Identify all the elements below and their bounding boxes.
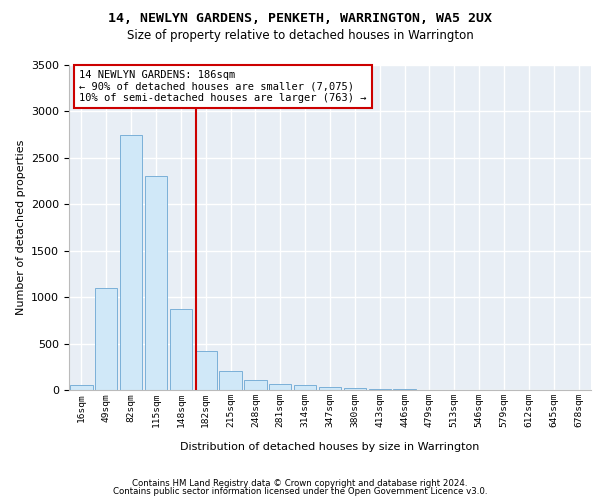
Text: Size of property relative to detached houses in Warrington: Size of property relative to detached ho…	[127, 29, 473, 42]
Y-axis label: Number of detached properties: Number of detached properties	[16, 140, 26, 315]
Bar	[170, 309, 192, 390]
Bar	[344, 388, 366, 390]
Text: Distribution of detached houses by size in Warrington: Distribution of detached houses by size …	[181, 442, 479, 452]
Bar	[95, 288, 118, 390]
Bar	[294, 386, 316, 390]
Bar	[70, 385, 92, 390]
Bar	[194, 351, 217, 390]
Text: Contains HM Land Registry data © Crown copyright and database right 2024.: Contains HM Land Registry data © Crown c…	[132, 478, 468, 488]
Bar	[368, 389, 391, 390]
Bar	[145, 176, 167, 390]
Bar	[220, 372, 242, 390]
Text: 14 NEWLYN GARDENS: 186sqm
← 90% of detached houses are smaller (7,075)
10% of se: 14 NEWLYN GARDENS: 186sqm ← 90% of detac…	[79, 70, 367, 103]
Bar	[244, 380, 266, 390]
Text: 14, NEWLYN GARDENS, PENKETH, WARRINGTON, WA5 2UX: 14, NEWLYN GARDENS, PENKETH, WARRINGTON,…	[108, 12, 492, 26]
Bar	[319, 387, 341, 390]
Bar	[120, 134, 142, 390]
Bar	[269, 384, 292, 390]
Text: Contains public sector information licensed under the Open Government Licence v3: Contains public sector information licen…	[113, 487, 487, 496]
